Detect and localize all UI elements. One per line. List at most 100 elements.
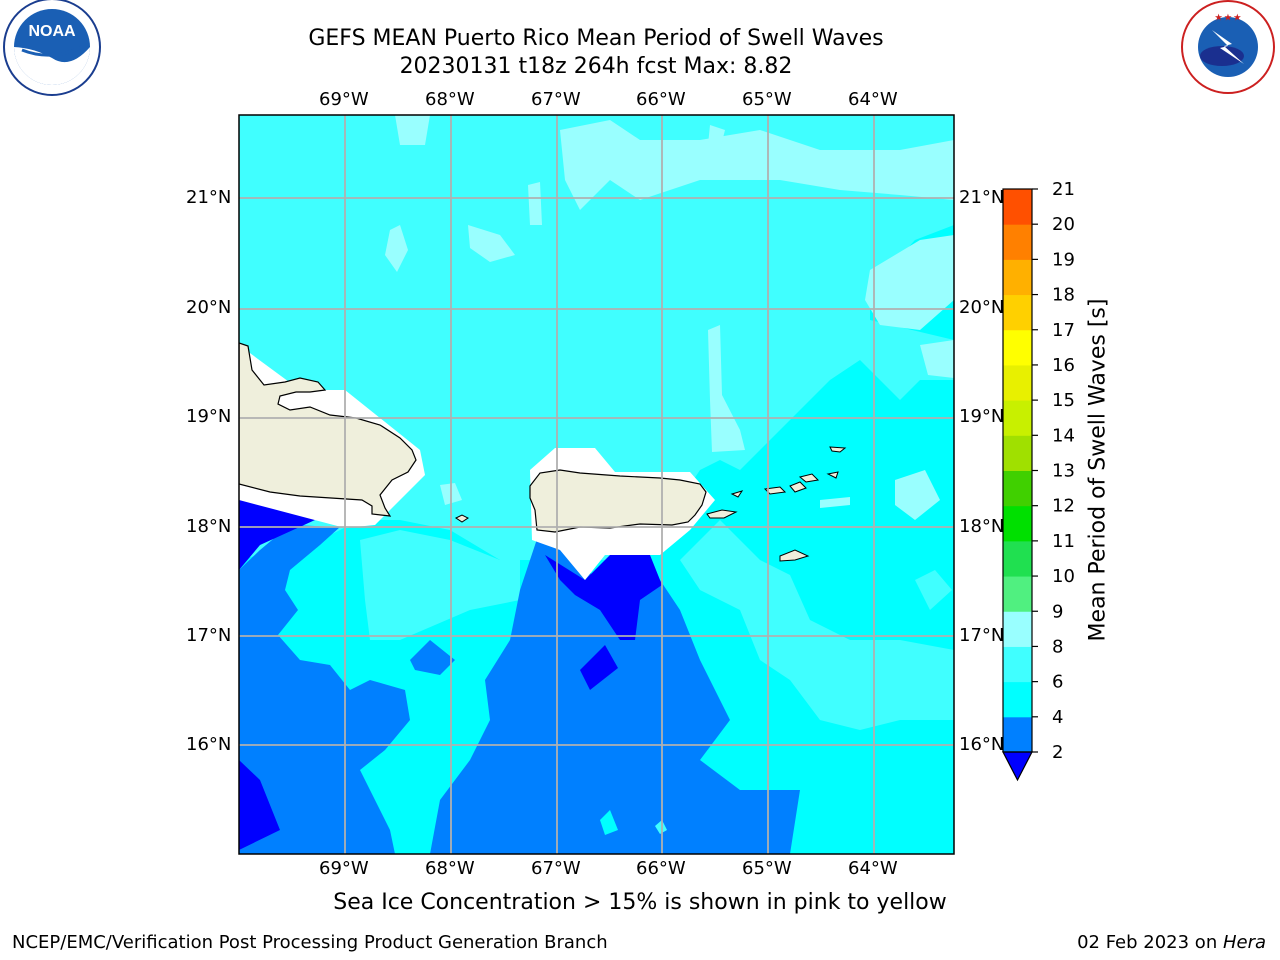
colorbar-tick-label: 17 bbox=[1052, 320, 1075, 341]
lat-label-left: 19°N bbox=[186, 406, 232, 427]
contour-6-8-patch bbox=[915, 570, 952, 610]
lon-label-bottom: 66°W bbox=[636, 858, 686, 879]
lat-label-left: 21°N bbox=[186, 187, 232, 208]
lat-label-left: 17°N bbox=[186, 625, 232, 646]
colorbar-tick-label: 9 bbox=[1052, 601, 1063, 622]
island bbox=[455, 514, 469, 523]
contour-8-9-patch bbox=[528, 182, 542, 225]
lat-label-right: 20°N bbox=[959, 297, 1005, 318]
map-title-line1: GEFS MEAN Puerto Rico Mean Period of Swe… bbox=[308, 26, 884, 51]
island bbox=[829, 446, 847, 453]
colorbar-segment bbox=[1003, 294, 1032, 331]
colorbar-segment bbox=[1003, 540, 1032, 577]
contour-8-9-patch bbox=[385, 225, 408, 272]
colorbar-tick-label: 8 bbox=[1052, 636, 1063, 657]
lon-label-top: 66°W bbox=[636, 89, 686, 110]
credit-right: 02 Feb 2023 on Hera bbox=[1077, 932, 1266, 953]
contour-6-8-patch bbox=[680, 520, 954, 730]
contour-below-2 bbox=[545, 555, 662, 640]
contour-below-2 bbox=[239, 760, 280, 850]
lon-label-bottom: 68°W bbox=[425, 858, 475, 879]
island bbox=[730, 490, 744, 498]
contour-2-4 bbox=[410, 640, 455, 675]
colorbar-tick-label: 11 bbox=[1052, 531, 1075, 552]
colorbar-tick-label: 19 bbox=[1052, 249, 1075, 270]
nws-logo: ★ ★ ★ bbox=[1181, 0, 1275, 94]
lon-label-bottom: 69°W bbox=[319, 858, 369, 879]
contour-8-9-patch bbox=[560, 120, 954, 210]
contour-4-6-patch bbox=[655, 820, 667, 834]
contour-8-9-patch bbox=[708, 125, 725, 150]
lon-label-top: 68°W bbox=[425, 89, 475, 110]
colorbar-segment bbox=[1003, 435, 1032, 471]
contour-below-2 bbox=[580, 645, 618, 690]
contour-2-4 bbox=[239, 525, 410, 854]
credit-date: 02 Feb 2023 on bbox=[1077, 932, 1223, 953]
lat-label-left: 16°N bbox=[186, 734, 232, 755]
colorbar-tick-label: 14 bbox=[1052, 425, 1075, 446]
contour-8-9-patch bbox=[920, 340, 954, 378]
colorbar-tick-label: 10 bbox=[1052, 566, 1075, 587]
lon-label-top: 64°W bbox=[848, 89, 898, 110]
contour-6-8-patch bbox=[360, 530, 520, 640]
colorbar-tick-label: 18 bbox=[1052, 285, 1075, 306]
contour-2-4 bbox=[430, 530, 800, 854]
contour-8-9-patch bbox=[865, 235, 954, 330]
island bbox=[826, 471, 839, 479]
lat-label-left: 18°N bbox=[186, 516, 232, 537]
colorbar-extend-arrow bbox=[1002, 751, 1033, 782]
colorbar-segment bbox=[1003, 329, 1032, 366]
colorbar-tick-label: 21 bbox=[1052, 179, 1075, 200]
colorbar-segment bbox=[1003, 611, 1032, 647]
colorbar-tick-label: 4 bbox=[1052, 707, 1063, 728]
graticule bbox=[239, 115, 954, 854]
land-hispaniola bbox=[239, 342, 417, 517]
contour-8-9-patch bbox=[468, 225, 515, 262]
colorbar-tick-label: 12 bbox=[1052, 496, 1075, 517]
colorbar-segment bbox=[1003, 400, 1032, 436]
colorbar-segment bbox=[1003, 646, 1032, 683]
lon-label-bottom: 64°W bbox=[848, 858, 898, 879]
colorbar-segment bbox=[1003, 189, 1032, 225]
colorbar-segment bbox=[1003, 259, 1032, 296]
lat-label-right: 21°N bbox=[959, 187, 1005, 208]
lat-label-right: 17°N bbox=[959, 625, 1005, 646]
svg-text:★ ★ ★: ★ ★ ★ bbox=[1215, 13, 1242, 22]
credit-host: Hera bbox=[1222, 932, 1266, 953]
colorbar-tick-label: 16 bbox=[1052, 355, 1075, 376]
lon-label-top: 67°W bbox=[531, 89, 581, 110]
map-frame bbox=[238, 114, 955, 855]
lat-label-right: 19°N bbox=[959, 406, 1005, 427]
lon-label-top: 69°W bbox=[319, 89, 369, 110]
island bbox=[789, 481, 807, 493]
colorbar-segment bbox=[1003, 224, 1032, 260]
colorbar-segment bbox=[1003, 470, 1032, 507]
contour-8-9-patch bbox=[708, 325, 745, 452]
colorbar-segment bbox=[1003, 681, 1032, 718]
island bbox=[706, 509, 738, 519]
lon-label-top: 65°W bbox=[742, 89, 792, 110]
colorbar-tick-label: 15 bbox=[1052, 390, 1075, 411]
colorbar-label: Mean Period of Swell Waves [s] bbox=[1085, 298, 1111, 642]
island bbox=[798, 473, 820, 483]
colorbar: 2 4 6 8 9 10 11 12 13 14 15 16 17 18 19 20 21 bbox=[1002, 179, 1075, 782]
colorbar-tick-label: 6 bbox=[1052, 672, 1063, 693]
contour-8-9-patch bbox=[820, 497, 850, 508]
lon-label-bottom: 65°W bbox=[742, 858, 792, 879]
colorbar-tick-label: 20 bbox=[1052, 214, 1075, 235]
contour-4-6-patch bbox=[600, 810, 618, 835]
lat-label-left: 20°N bbox=[186, 297, 232, 318]
noaa-logo-text: NOAA bbox=[28, 23, 76, 40]
lon-label-bottom: 67°W bbox=[531, 858, 581, 879]
colorbar-segment bbox=[1003, 716, 1032, 753]
colorbar-tick-label: 2 bbox=[1052, 742, 1063, 763]
contour-8-9-patch bbox=[895, 470, 940, 520]
map-plot-area bbox=[239, 115, 954, 854]
lat-label-right: 16°N bbox=[959, 734, 1005, 755]
credit-left: NCEP/EMC/Verification Post Processing Pr… bbox=[12, 932, 608, 953]
sea-ice-note: Sea Ice Concentration > 15% is shown in … bbox=[333, 890, 947, 915]
colorbar-segment bbox=[1003, 505, 1032, 542]
contour-8-9-patch bbox=[395, 115, 430, 145]
island bbox=[779, 549, 810, 562]
